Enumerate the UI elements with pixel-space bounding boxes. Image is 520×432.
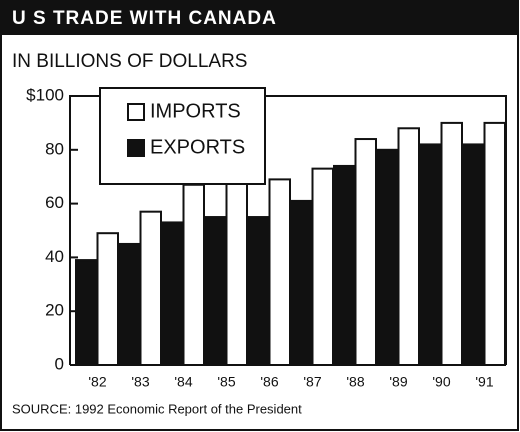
title-bar xyxy=(1,1,518,35)
bar xyxy=(118,242,141,366)
y-tick-label: 20 xyxy=(45,301,64,320)
bar xyxy=(462,143,485,366)
x-tick-label: '90 xyxy=(432,374,450,390)
legend-label: IMPORTS xyxy=(150,100,241,122)
x-tick-label: '85 xyxy=(217,374,235,390)
bar xyxy=(75,259,98,366)
y-tick-label: 40 xyxy=(45,247,64,266)
x-tick-label: '87 xyxy=(303,374,321,390)
chart-title: U S TRADE WITH CANADA xyxy=(12,8,277,29)
bar xyxy=(376,148,399,366)
bar xyxy=(204,216,227,366)
y-tick-label: 0 xyxy=(55,354,64,373)
bar xyxy=(440,121,463,367)
bar xyxy=(225,178,248,366)
y-tick-label: 60 xyxy=(45,193,64,212)
x-tick-label: '86 xyxy=(260,374,278,390)
x-tick-label: '83 xyxy=(131,374,149,390)
bar xyxy=(397,127,420,366)
bar xyxy=(182,183,205,366)
legend-swatch xyxy=(127,103,145,121)
x-tick-label: '82 xyxy=(88,374,106,390)
bar xyxy=(333,164,356,366)
legend-label: EXPORTS xyxy=(150,136,245,158)
source: SOURCE: 1992 Economic Report of the Pres… xyxy=(12,401,302,416)
bar xyxy=(483,121,506,367)
x-tick-label: '91 xyxy=(475,374,493,390)
bar xyxy=(247,216,270,366)
bar xyxy=(290,199,313,366)
bar xyxy=(311,167,334,366)
bar xyxy=(139,210,162,366)
legend-swatch xyxy=(127,139,145,157)
subtitle: IN BILLIONS OF DOLLARS xyxy=(12,51,247,72)
y-tick-label: 80 xyxy=(45,139,64,158)
bar xyxy=(96,232,119,366)
bar xyxy=(419,143,442,366)
bar xyxy=(268,178,291,366)
bar xyxy=(354,138,377,366)
x-tick-label: '84 xyxy=(174,374,192,390)
x-tick-label: '88 xyxy=(346,374,364,390)
x-tick-label: '89 xyxy=(389,374,407,390)
bar xyxy=(161,221,184,366)
y-tick-label: $100 xyxy=(26,85,64,104)
